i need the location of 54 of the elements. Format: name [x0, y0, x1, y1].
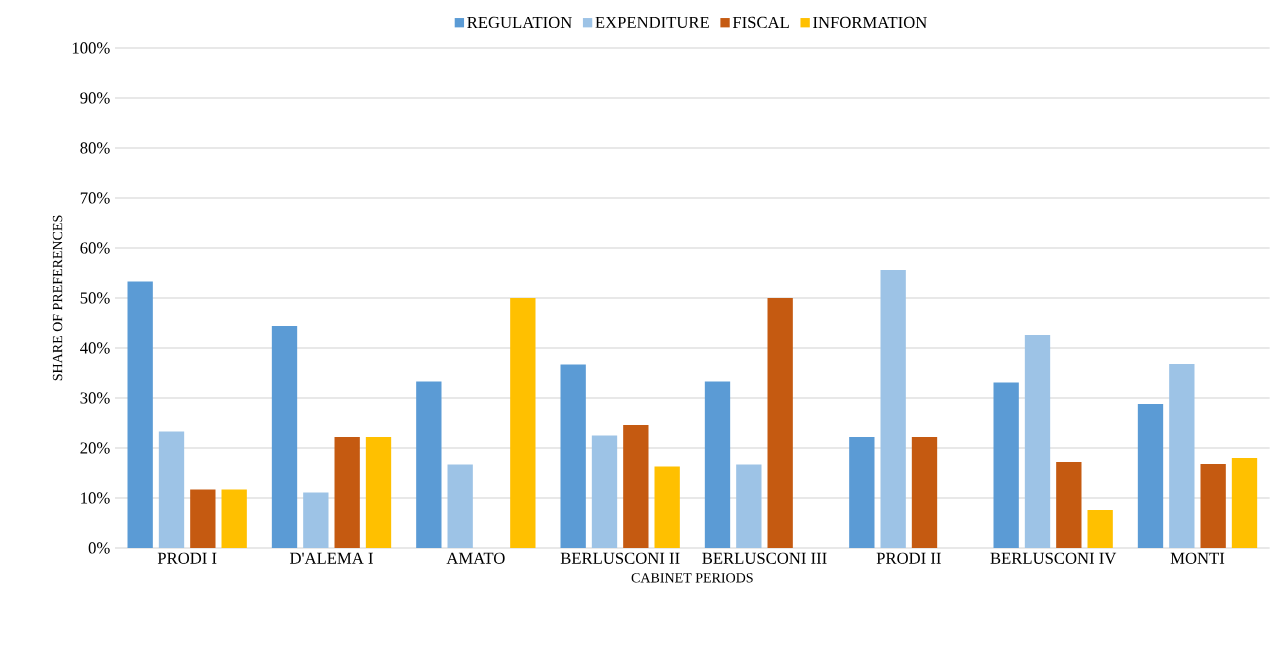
- x-tick-label: PRODI I: [157, 552, 217, 564]
- bar: [365, 436, 392, 548]
- bar: [221, 489, 247, 548]
- y-tick-label: 70%: [80, 192, 110, 204]
- bar: [510, 297, 536, 548]
- x-tick-label: MONTI: [1170, 552, 1225, 564]
- bar: [1169, 363, 1195, 548]
- x-tick-label: BERLUSCONI III: [702, 552, 827, 564]
- bar: [1231, 457, 1258, 548]
- x-tick-label: AMATO: [446, 552, 505, 564]
- bar: [334, 436, 360, 548]
- legend-label: FISCAL: [732, 16, 789, 29]
- bar: [736, 464, 762, 548]
- bar: [127, 281, 153, 548]
- y-tick-label: 10%: [81, 492, 110, 504]
- bar: [1087, 509, 1113, 548]
- y-tick-label: 0%: [88, 542, 110, 554]
- bar: [767, 297, 793, 548]
- bar: [911, 436, 938, 548]
- x-tick-label: D'ALEMA I: [289, 552, 373, 564]
- x-axis-title: CABINET PERIODS: [631, 573, 753, 583]
- y-tick-label: 100%: [72, 42, 110, 54]
- legend-label: INFORMATION: [813, 16, 927, 29]
- bar: [447, 464, 473, 548]
- y-tick-label: 50%: [80, 292, 110, 304]
- bar: [1137, 403, 1164, 548]
- bar: [158, 431, 185, 548]
- bar: [1056, 461, 1082, 548]
- bar: [591, 435, 618, 548]
- y-tick-label: 60%: [80, 242, 110, 254]
- bar: [704, 381, 731, 548]
- bar: [654, 466, 680, 548]
- x-tick-label: BERLUSCONI IV: [990, 552, 1117, 564]
- bar: [560, 364, 586, 548]
- y-tick-label: 40%: [80, 342, 110, 354]
- bar: [416, 381, 442, 548]
- bar: [880, 269, 906, 548]
- y-tick-label: 90%: [80, 92, 110, 104]
- y-tick-label: 30%: [80, 392, 110, 404]
- bar: [190, 489, 216, 548]
- bar: [1200, 463, 1226, 548]
- bar: [1024, 334, 1051, 548]
- bar: [303, 492, 329, 548]
- y-tick-label: 20%: [80, 442, 110, 454]
- bar: [993, 382, 1019, 548]
- bar: [271, 325, 298, 548]
- x-tick-label: BERLUSCONI II: [560, 552, 680, 564]
- legend-label: REGULATION: [467, 16, 572, 29]
- bar: [849, 436, 875, 548]
- bar: [623, 424, 649, 548]
- y-axis-title: SHARE OF PREFERENCES: [52, 215, 63, 381]
- y-tick-label: 80%: [80, 142, 110, 154]
- legend-label: EXPENDITURE: [595, 16, 709, 28]
- x-tick-label: PRODI II: [876, 552, 941, 564]
